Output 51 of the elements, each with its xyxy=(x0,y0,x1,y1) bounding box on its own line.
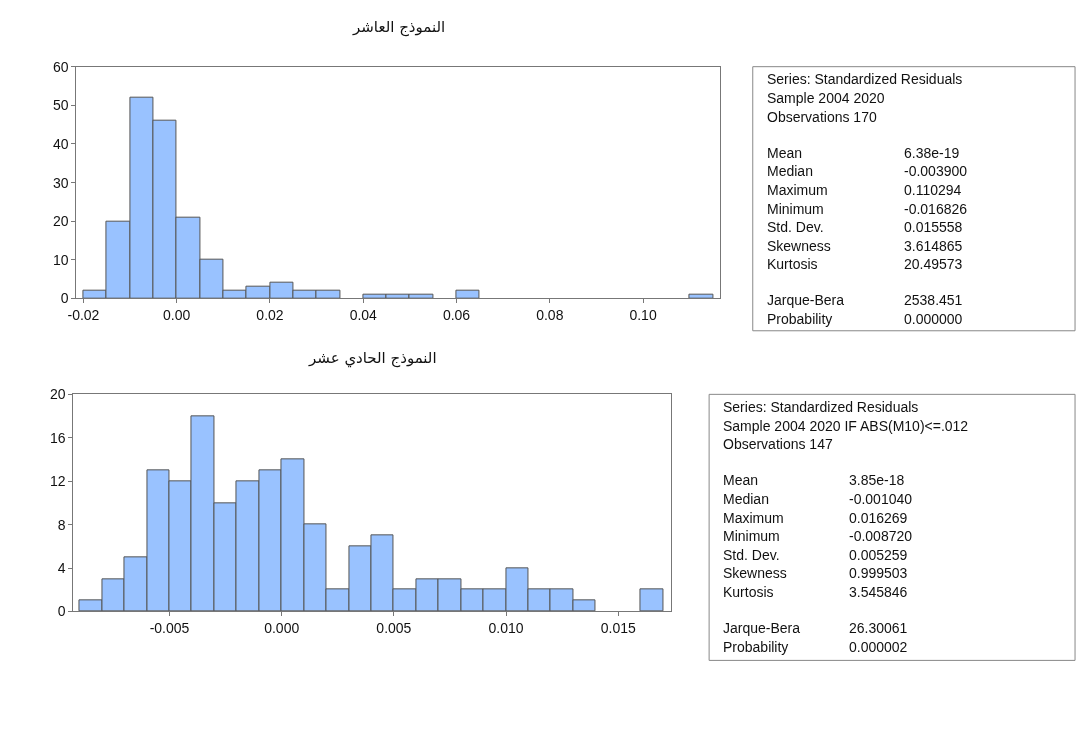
y-tick-label: 12 xyxy=(50,473,66,490)
text: Kurtosis 3.545846 xyxy=(723,584,908,600)
x-tick-label: -0.02 xyxy=(67,307,100,324)
text: Skewness 0.999503 xyxy=(723,565,908,581)
y-tick-label: 50 xyxy=(53,97,69,114)
text: Median -0.001040 xyxy=(723,491,913,507)
y-tick-label: 10 xyxy=(53,251,69,268)
y-tick-label: 30 xyxy=(53,174,69,191)
chart-title: النموذج الحادي عشر xyxy=(308,349,437,368)
x-tick-label: 0.06 xyxy=(442,307,471,324)
text: Probability 0.000002 xyxy=(723,639,908,655)
y-tick-label: 40 xyxy=(53,135,69,152)
y-tick-label: 16 xyxy=(50,429,66,446)
text: Std. Dev. 0.015558 xyxy=(767,219,963,235)
text: Observations 147 xyxy=(723,436,833,452)
text: Kurtosis 20.49573 xyxy=(767,256,963,272)
x-tick-label: 0.08 xyxy=(536,307,564,324)
text: Sample 2004 2020 xyxy=(767,90,885,106)
text: Mean 3.85e-18 xyxy=(723,472,905,488)
y-tick-label: 8 xyxy=(57,516,66,533)
x-tick-label: -0.005 xyxy=(149,620,190,637)
text: Maximum 0.016269 xyxy=(723,510,908,526)
text: Mean 6.38e-19 xyxy=(767,145,960,161)
x-tick-label: 0.00 xyxy=(163,307,191,324)
x-tick-label: 0.015 xyxy=(600,620,636,637)
x-tick-label: 0.04 xyxy=(349,307,378,324)
text: Jarque-Bera 26.30061 xyxy=(723,620,908,636)
text: Probability 0.000000 xyxy=(767,311,963,327)
text: Median -0.003900 xyxy=(767,163,968,179)
y-tick-label: 20 xyxy=(50,386,66,403)
y-tick-label: 20 xyxy=(53,213,69,230)
text: Jarque-Bera 2538.451 xyxy=(767,292,963,308)
text: Maximum 0.110294 xyxy=(767,182,962,198)
text: Minimum -0.008720 xyxy=(723,528,913,544)
x-tick-label: 0.02 xyxy=(256,307,284,324)
chart-title: النموذج العاشر xyxy=(352,18,446,37)
y-tick-label: 4 xyxy=(57,559,66,576)
x-tick-label: 0.005 xyxy=(376,620,412,637)
text: Series: Standardized Residuals xyxy=(767,71,963,87)
x-tick-label: 0.10 xyxy=(629,307,657,324)
text: Skewness 3.614865 xyxy=(767,238,963,254)
text: Series: Standardized Residuals xyxy=(723,399,919,415)
x-tick-label: 0.000 xyxy=(264,620,300,637)
y-tick-label: 0 xyxy=(57,603,66,620)
y-tick-label: 0 xyxy=(60,290,69,307)
text: Observations 170 xyxy=(767,109,877,125)
y-tick-label: 60 xyxy=(53,58,69,75)
text: Std. Dev. 0.005259 xyxy=(723,547,908,563)
text: Minimum -0.016826 xyxy=(767,201,968,217)
x-tick-label: 0.010 xyxy=(488,620,524,637)
text: Sample 2004 2020 IF ABS(M10)<=.012 xyxy=(723,418,969,434)
